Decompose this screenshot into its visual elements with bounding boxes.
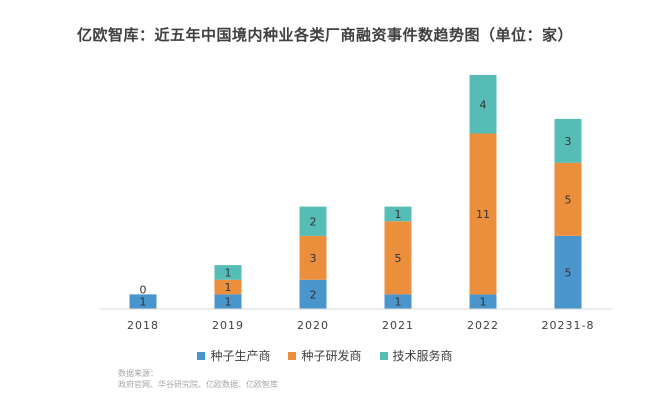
chart-title: 亿欧智库：近五年中国境内种业各类厂商融资事件数趋势图（单位：家） — [76, 26, 573, 44]
bar-segment — [299, 235, 327, 280]
data-label: 1 — [395, 296, 402, 309]
data-label: 1 — [225, 296, 232, 309]
legend-label: 种子研发商 — [301, 349, 362, 363]
bar-segment — [384, 206, 412, 222]
bar-segment — [214, 279, 242, 295]
x-tick-label: 2019 — [212, 319, 244, 332]
legend-label: 技术服务商 — [392, 349, 453, 363]
legend-swatch — [197, 351, 206, 360]
legend-label: 种子生产商 — [210, 349, 271, 363]
legend-item: 技术服务商 — [379, 347, 453, 364]
bar-segment — [554, 118, 582, 163]
bar-segment — [554, 235, 582, 309]
data-label: 0 — [140, 283, 147, 296]
data-label: 1 — [395, 208, 402, 221]
data-label: 1 — [480, 296, 487, 309]
legend-item: 种子研发商 — [288, 347, 362, 364]
bar-segment — [299, 279, 327, 309]
x-tick-label: 2020 — [297, 319, 329, 332]
bar-segment — [214, 294, 242, 309]
legend-item: 种子生产商 — [197, 347, 270, 364]
x-tick-label: 2018 — [127, 319, 159, 332]
data-label: 5 — [395, 252, 402, 265]
data-label: 3 — [565, 135, 572, 148]
data-label: 5 — [565, 266, 572, 279]
bar-segment — [469, 133, 497, 295]
data-label: 2 — [310, 215, 317, 228]
data-label: 11 — [476, 208, 490, 221]
data-label: 1 — [140, 296, 147, 309]
source-note: 数据来源： 政府官网、华谷研究院、亿欧数据、亿欧智库 — [118, 368, 278, 390]
bar-segment — [554, 162, 582, 236]
x-tick-label: 2021 — [382, 319, 414, 332]
data-label: 3 — [310, 252, 317, 265]
x-tick-label: 20231-8 — [542, 319, 595, 332]
legend-swatch — [379, 351, 388, 360]
source-label: 数据来源： — [118, 369, 158, 378]
bar-segment — [469, 75, 497, 134]
bar-segment — [384, 221, 412, 295]
bar-segment — [469, 294, 497, 309]
bar-segment — [299, 206, 327, 236]
data-label: 2 — [310, 288, 317, 301]
data-label: 5 — [565, 193, 572, 206]
bar-segment — [129, 294, 157, 309]
data-label: 1 — [225, 281, 232, 294]
data-label: 4 — [480, 98, 487, 111]
data-label: 1 — [225, 266, 232, 279]
legend: 种子生产商 种子研发商 技术服务商 — [0, 347, 650, 364]
source-text: 政府官网、华谷研究院、亿欧数据、亿欧智库 — [118, 380, 278, 389]
bar-segment — [214, 265, 242, 280]
x-tick-labels: 2018 2019 2020 2021 2022 20231-8 — [127, 319, 595, 332]
x-tick-label: 2022 — [467, 319, 499, 332]
bar-segment — [384, 294, 412, 309]
legend-swatch — [288, 351, 297, 360]
